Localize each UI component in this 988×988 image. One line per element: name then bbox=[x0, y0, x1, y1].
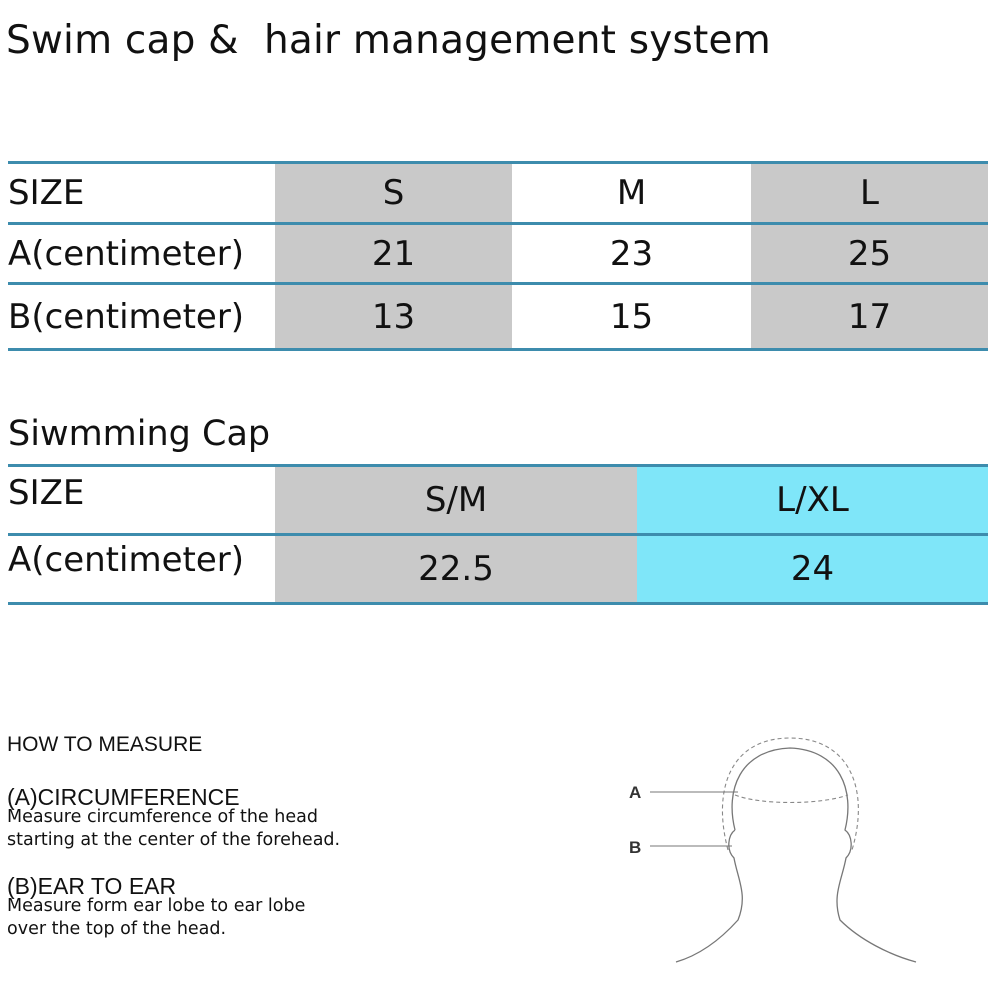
table-header-row: SIZE S M L bbox=[8, 164, 988, 222]
figure-label-b: B bbox=[629, 838, 642, 857]
head-measurement-diagram: A B bbox=[620, 730, 920, 980]
head-outline-icon bbox=[650, 737, 917, 963]
cap-col-lxl: L/XL bbox=[637, 467, 988, 533]
cell-a-m: 23 bbox=[512, 225, 751, 282]
row-label-b: B(centimeter) bbox=[8, 296, 245, 337]
circumference-line-1: Measure circumference of the head bbox=[7, 807, 318, 827]
cell-b-s: 13 bbox=[275, 285, 512, 348]
cap-size-table-body: A(centimeter) 22.5 24 bbox=[8, 536, 988, 602]
table1-top-rule bbox=[8, 161, 988, 164]
table2-rule-1 bbox=[8, 533, 988, 536]
ear-to-ear-line-2: over the top of the head. bbox=[7, 919, 227, 939]
cell-a-s: 21 bbox=[275, 225, 512, 282]
circumference-title: (A)CIRCUMFERENCE bbox=[7, 784, 240, 810]
cap-col-sm: S/M bbox=[275, 467, 637, 533]
table-row: A(centimeter) 21 23 25 bbox=[8, 225, 988, 282]
size-table-body-2: B(centimeter) 13 15 17 bbox=[8, 285, 988, 348]
page-title: Swim cap & hair management system bbox=[6, 18, 771, 63]
cap-cell-a-sm: 22.5 bbox=[275, 536, 637, 602]
circumference-line-2: starting at the center of the forehead. bbox=[7, 830, 341, 850]
size-header-label: SIZE bbox=[8, 173, 85, 213]
size-table-body: A(centimeter) 21 23 25 bbox=[8, 225, 988, 282]
how-to-measure-heading: HOW TO MEASURE bbox=[7, 733, 203, 756]
size-table: SIZE S M L bbox=[8, 164, 988, 222]
cap-row-label-a: A(centimeter) bbox=[8, 540, 244, 580]
cap-cell-a-lxl: 24 bbox=[637, 536, 988, 602]
size-col-m: M bbox=[512, 164, 751, 222]
cap-size-table: SIZE S/M L/XL bbox=[8, 467, 988, 533]
cell-b-l: 17 bbox=[751, 285, 988, 348]
swimming-cap-heading: Siwmming Cap bbox=[8, 414, 271, 454]
table1-rule-1 bbox=[8, 222, 988, 225]
table2-top-rule bbox=[8, 464, 988, 467]
ear-to-ear-line-1: Measure form ear lobe to ear lobe bbox=[7, 896, 306, 916]
size-col-l: L bbox=[751, 164, 988, 222]
cell-a-l: 25 bbox=[751, 225, 988, 282]
size-col-s: S bbox=[275, 164, 512, 222]
cell-b-m: 15 bbox=[512, 285, 751, 348]
table-row: B(centimeter) 13 15 17 bbox=[8, 285, 988, 348]
table1-bottom-rule bbox=[8, 348, 988, 351]
ear-to-ear-title: (B)EAR TO EAR bbox=[7, 873, 177, 899]
table2-bottom-rule bbox=[8, 602, 988, 605]
table1-rule-2 bbox=[8, 282, 988, 285]
figure-label-a: A bbox=[629, 783, 642, 802]
table-header-row: SIZE S/M L/XL bbox=[8, 467, 988, 533]
row-label-a: A(centimeter) bbox=[8, 233, 244, 274]
table-row: A(centimeter) 22.5 24 bbox=[8, 536, 988, 602]
cap-size-header-label: SIZE bbox=[8, 473, 85, 513]
